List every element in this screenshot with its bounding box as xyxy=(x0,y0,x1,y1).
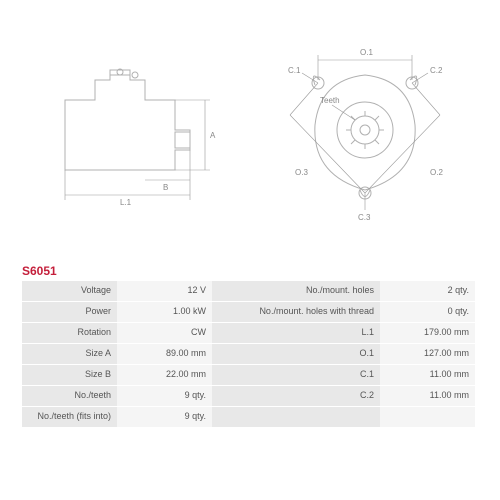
spec-value: 9 qty. xyxy=(117,407,212,427)
spec-label: L.1 xyxy=(212,323,380,343)
spec-value: 12 V xyxy=(117,281,212,301)
dim-label-L1: L.1 xyxy=(120,198,132,207)
spec-value: 179.00 mm xyxy=(380,323,475,343)
spec-label: O.1 xyxy=(212,344,380,364)
spec-value: 11.00 mm xyxy=(380,386,475,406)
dim-label-O1: O.1 xyxy=(360,48,373,57)
side-view-diagram: L.1 B A xyxy=(20,30,250,230)
spec-value: 22.00 mm xyxy=(117,365,212,385)
dim-label-teeth: Teeth xyxy=(320,96,340,105)
spec-label: No./mount. holes with thread xyxy=(212,302,380,322)
dim-label-C2: C.2 xyxy=(430,66,443,75)
front-view-diagram: O.1 O.2 O.3 C.1 C.2 C.3 Teeth xyxy=(250,25,480,235)
spec-label: No./teeth xyxy=(22,386,117,406)
dim-label-O3: O.3 xyxy=(295,168,308,177)
spec-label: Voltage xyxy=(22,281,117,301)
spec-value: 127.00 mm xyxy=(380,344,475,364)
spec-label: Size A xyxy=(22,344,117,364)
spec-label xyxy=(212,407,380,427)
spec-label: C.1 xyxy=(212,365,380,385)
table-row: Rotation CW L.1 179.00 mm xyxy=(22,323,478,343)
spec-label: Rotation xyxy=(22,323,117,343)
specs-table: Voltage 12 V No./mount. holes 2 qty. Pow… xyxy=(0,281,500,437)
spec-value: 2 qty. xyxy=(380,281,475,301)
part-number: S6051 xyxy=(0,260,500,280)
spec-value: 1.00 kW xyxy=(117,302,212,322)
table-row: Voltage 12 V No./mount. holes 2 qty. xyxy=(22,281,478,301)
diagram-area: L.1 B A xyxy=(0,0,500,260)
dim-label-O2: O.2 xyxy=(430,168,443,177)
table-row: Size B 22.00 mm C.1 11.00 mm xyxy=(22,365,478,385)
spec-label: C.2 xyxy=(212,386,380,406)
table-row: No./teeth (fits into) 9 qty. xyxy=(22,407,478,427)
dim-label-C3: C.3 xyxy=(358,213,371,222)
dim-label-C1: C.1 xyxy=(288,66,301,75)
dim-label-B: B xyxy=(163,183,168,192)
spec-value: CW xyxy=(117,323,212,343)
table-row: Power 1.00 kW No./mount. holes with thre… xyxy=(22,302,478,322)
spec-value xyxy=(380,407,475,427)
spec-label: Power xyxy=(22,302,117,322)
spec-value: 0 qty. xyxy=(380,302,475,322)
spec-value: 11.00 mm xyxy=(380,365,475,385)
spec-label: Size B xyxy=(22,365,117,385)
spec-label: No./mount. holes xyxy=(212,281,380,301)
spec-label: No./teeth (fits into) xyxy=(22,407,117,427)
dim-label-A: A xyxy=(210,131,216,140)
table-row: No./teeth 9 qty. C.2 11.00 mm xyxy=(22,386,478,406)
table-row: Size A 89.00 mm O.1 127.00 mm xyxy=(22,344,478,364)
spec-value: 89.00 mm xyxy=(117,344,212,364)
spec-value: 9 qty. xyxy=(117,386,212,406)
